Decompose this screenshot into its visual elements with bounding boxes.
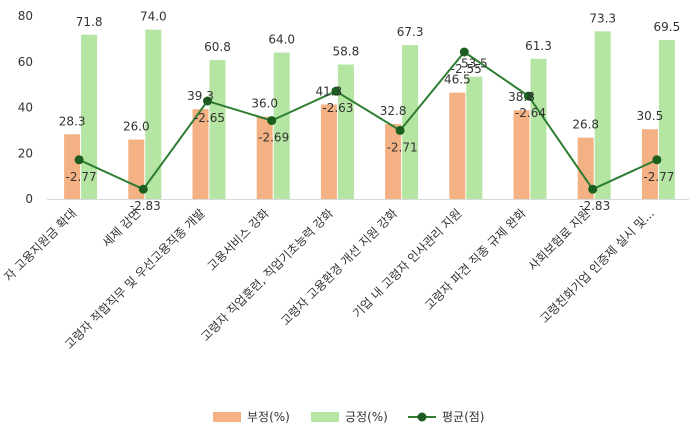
legend: 부정(%) 긍정(%) 평균(점): [213, 410, 484, 424]
y-tick-label: 60: [18, 55, 33, 69]
bar-positive: [337, 64, 354, 200]
line-average-value-label: -2.55: [451, 62, 482, 76]
bar-positive: [658, 40, 675, 199]
line-average-path: [78, 50, 658, 191]
y-tick-label: 20: [18, 146, 33, 160]
bar-positive-value-label: 53.5: [461, 57, 488, 71]
line-average-marker: [74, 155, 84, 165]
line-average-value-label: -2.65: [194, 111, 225, 125]
bar-negative: [449, 92, 466, 199]
bar-negative-value-label: 28.3: [59, 114, 86, 128]
bar-negative: [385, 123, 402, 199]
bar-negative-value-label: 46.5: [444, 73, 471, 87]
legend-marker-average: [417, 412, 427, 422]
bar-positive: [209, 59, 226, 199]
legend-swatch-positive: [311, 412, 339, 422]
line-average-marker: [588, 184, 598, 194]
bar-negative-value-label: 36.0: [251, 97, 278, 111]
x-tick-label: 세제 감면: [100, 206, 144, 250]
bar-negative-value-label: 39.3: [187, 89, 214, 103]
bar-positive-value-label: 61.3: [525, 39, 552, 53]
bar-positive-value-label: 69.5: [654, 20, 681, 34]
x-tick-label: 기업 내 고령자 인사관리 지원: [350, 206, 464, 320]
bar-value-labels: 28.3 71.8 26.0 74.0 39.3 60.8 36.0 64.0 41.3 58.8…: [59, 10, 681, 134]
bar-negative: [192, 109, 209, 199]
bar-positive-value-label: 74.0: [140, 10, 167, 24]
bar-positive: [402, 45, 419, 199]
legend-label-negative: 부정(%): [247, 410, 290, 424]
bar-positive-value-label: 60.8: [204, 40, 231, 54]
line-average-value-label: -2.83: [130, 199, 161, 213]
line-average-value-label: -2.77: [643, 170, 674, 184]
line-average-marker: [524, 91, 533, 101]
x-tick-label: 자 고용지원금 확대: [1, 206, 79, 284]
bar-negative: [256, 116, 273, 199]
line-average-value-label: -2.69: [258, 131, 289, 145]
bar-negative: [641, 129, 658, 199]
y-tick-label: 40: [18, 101, 33, 115]
line-average-marker: [459, 47, 469, 57]
x-tick-label: 고령자 직업훈련, 직업기초능력 강화: [198, 206, 336, 344]
bar-positive-value-label: 64.0: [268, 33, 295, 47]
line-average-marker: [331, 86, 341, 96]
series-average-line: [74, 47, 662, 194]
bar-positive: [594, 31, 611, 200]
line-average-value-label: -2.71: [387, 140, 418, 154]
line-value-labels: -2.77 -2.83 -2.65 -2.69 -2.63 -2.71 -2.55 -2.64…: [66, 62, 675, 213]
y-tick-label: 80: [18, 9, 33, 23]
x-tick-label: 사회보험료 지원: [526, 206, 593, 273]
line-average-marker: [395, 125, 405, 135]
bar-negative: [320, 104, 337, 199]
x-tick-label: 고령친화기업 인증제 실시 및...: [537, 206, 657, 326]
y-tick-label: 0: [25, 192, 33, 206]
y-axis: 0 20 40 60 80: [18, 9, 33, 206]
bar-negative-value-label: 30.5: [637, 109, 664, 123]
bar-positive: [145, 29, 162, 199]
bar-positive-value-label: 67.3: [397, 25, 424, 39]
bar-positive: [466, 76, 483, 199]
legend-label-positive: 긍정(%): [345, 410, 388, 424]
bar-negative-value-label: 32.8: [380, 104, 407, 118]
line-average-value-label: -2.63: [322, 101, 353, 115]
series-positive-bars: [81, 29, 675, 200]
bar-negative-value-label: 41.3: [316, 85, 343, 99]
line-average-marker: [652, 155, 662, 165]
x-tick-label: 고용서비스 강화: [205, 206, 272, 273]
bar-positive: [273, 52, 290, 199]
legend-swatch-negative: [213, 412, 241, 422]
bar-positive-value-label: 58.8: [333, 44, 360, 58]
line-average-marker: [138, 184, 148, 194]
line-average-marker: [203, 96, 212, 106]
line-average-value-label: -2.77: [66, 170, 97, 184]
bar-positive: [530, 58, 547, 200]
line-average-marker: [267, 116, 277, 126]
line-average-value-label: -2.64: [515, 106, 546, 120]
legend-label-average: 평균(점): [442, 410, 484, 424]
series-negative-bars: [64, 92, 658, 199]
bar-negative-value-label: 26.8: [572, 118, 599, 132]
x-tick-label: 고령자 적합직무 및 우선고용직종 개발: [62, 206, 208, 352]
bar-negative: [513, 110, 530, 199]
bar-negative: [64, 134, 81, 199]
bar-negative-value-label: 26.0: [123, 120, 150, 134]
bar-positive-value-label: 73.3: [589, 11, 616, 25]
bar-positive: [81, 34, 98, 199]
bar-negative-value-label: 38.8: [508, 90, 535, 104]
line-average-value-label: -2.83: [579, 199, 610, 213]
bar-positive-value-label: 71.8: [76, 15, 103, 29]
x-tick-label: 고령자 고용환경 개선 지원 강화: [278, 206, 400, 328]
